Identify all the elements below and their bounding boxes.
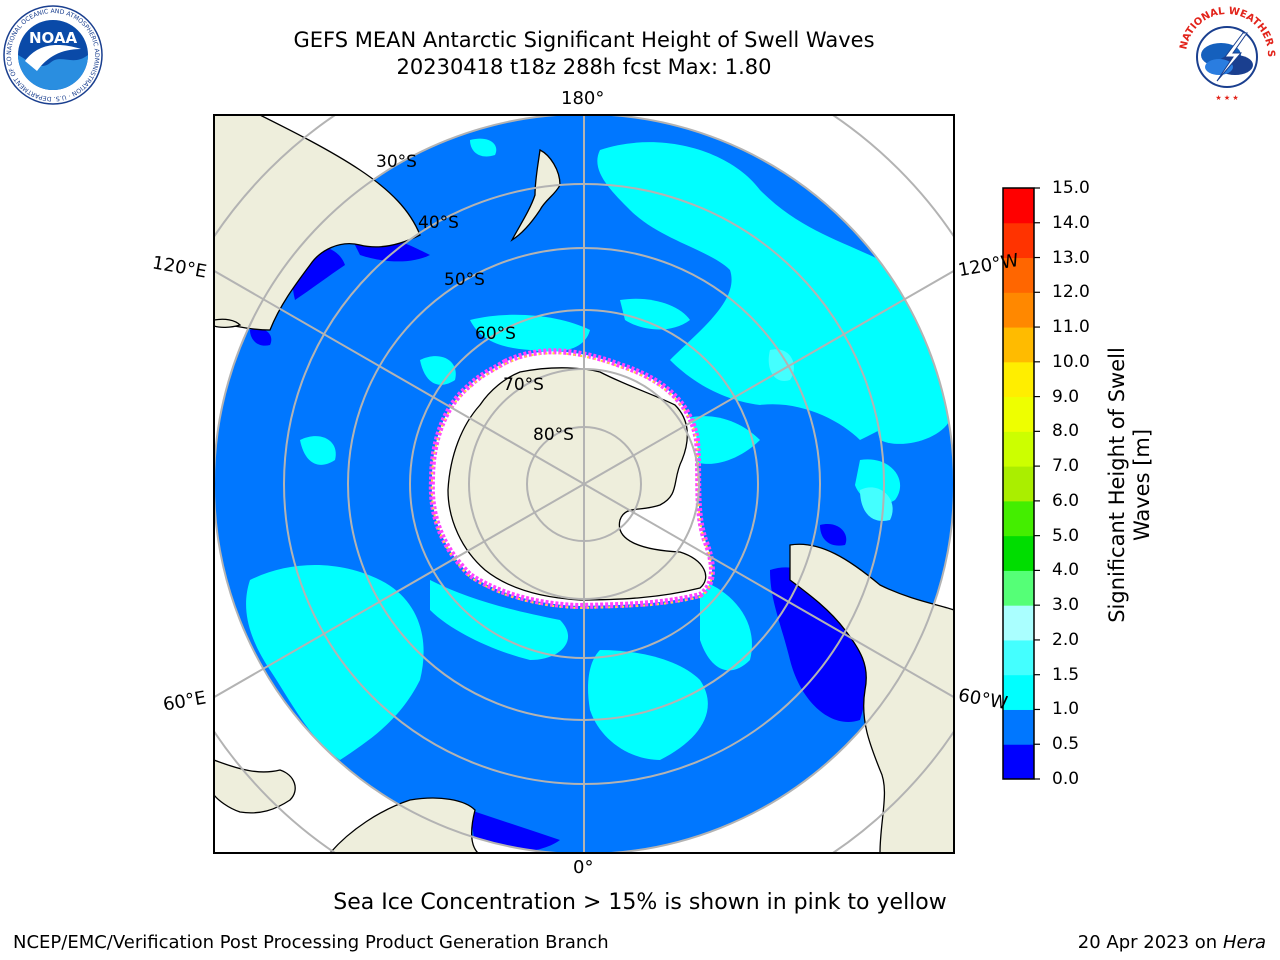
lat-label-80s: 80°S [533,425,574,445]
footer-credit: NCEP/EMC/Verification Post Processing Pr… [13,932,609,953]
new-zealand [510,149,561,242]
colorbar-tick-label: 9.0 [1052,386,1080,407]
colorbar-tick-label: 3.0 [1052,595,1080,616]
colorbar-tick-label: 2.0 [1052,629,1080,650]
colorbar [1003,187,1040,780]
africa [329,797,479,853]
svg-text:★ ★ ★: ★ ★ ★ [1215,94,1238,102]
colorbar-label-line1: Significant Height of Swell [1105,347,1129,623]
colorbar-tick-label: 15.0 [1052,178,1090,198]
colorbar-segment [1003,674,1034,710]
lat-label-60s: 60°S [475,324,516,344]
lon-label-180: 180° [561,88,605,109]
colorbar-tick-label: 0.5 [1052,734,1080,755]
madagascar [214,759,296,814]
colorbar-frame [1002,187,1035,780]
map-frame [213,114,955,854]
noaa-logo: NATIONAL OCEANIC AND ATMOSPHERIC ADMINIS… [3,5,103,105]
sea-ice-caption: Sea Ice Concentration > 15% is shown in … [333,890,947,915]
colorbar-tick-label: 14.0 [1052,212,1090,233]
lat-label-40s: 40°S [418,213,459,233]
lat-label-30s: 30°S [376,152,417,172]
antarctica [447,367,707,601]
colorbar-tick-label: 0.0 [1052,769,1080,789]
colorbar-segment [1003,361,1034,398]
chart-title: GEFS MEAN Antarctic Significant Height o… [293,28,875,52]
land-areas [214,115,954,853]
colorbar-label-line2: Waves [m] [1130,428,1154,542]
colorbar-segment [1003,605,1034,641]
colorbar-tick-label: 7.0 [1052,456,1080,477]
colorbar-tick-label: 6.0 [1052,490,1080,511]
colorbar-tick-label: 1.5 [1052,664,1080,685]
colorbar-tick-label: 12.0 [1052,282,1090,303]
colorbar-segment [1003,535,1034,571]
swell-region-pacific [597,142,954,440]
colorbar-segment [1003,500,1034,537]
colorbar-segment [1003,744,1034,780]
noaa-logo-text: NOAA [29,29,78,47]
colorbar-segment [1003,466,1034,502]
colorbar-segment [1003,327,1034,363]
colorbar-segment [1003,292,1034,328]
colorbar-segment [1003,709,1034,745]
footer-date-text: 20 Apr 2023 on [1077,932,1223,953]
colorbar-segment [1003,396,1034,432]
colorbar-segment [1003,639,1034,676]
lon-label-0: 0° [573,857,594,878]
australia [214,115,421,331]
graticule [214,115,954,853]
colorbar-tick-label: 5.0 [1052,525,1080,546]
colorbar-segment [1003,188,1034,224]
chart-subtitle: 20230418 t18z 288h fcst Max: 1.80 [396,55,772,79]
colorbar-tick-label: 11.0 [1052,317,1090,338]
colorbar-segment [1003,570,1034,606]
footer-date: 20 Apr 2023 on Hera [1078,932,1266,953]
nws-logo: NATIONAL WEATHER SERVICE ★ ★ ★ [1177,5,1276,104]
lat-label-70s: 70°S [503,375,544,395]
colorbar-segment [1003,222,1034,259]
colorbar-tick-label: 10.0 [1052,351,1090,372]
colorbar-tick-label: 13.0 [1052,247,1090,268]
colorbar-segment [1003,257,1034,293]
lat-label-50s: 50°S [444,270,485,290]
footer-machine: Hera [1222,932,1266,953]
colorbar-tick-label: 8.0 [1052,421,1080,442]
colorbar-segment [1003,431,1034,467]
swell-region-indian [246,565,424,760]
colorbar-tick-label: 1.0 [1052,699,1080,720]
colorbar-tick-label: 4.0 [1052,560,1080,581]
